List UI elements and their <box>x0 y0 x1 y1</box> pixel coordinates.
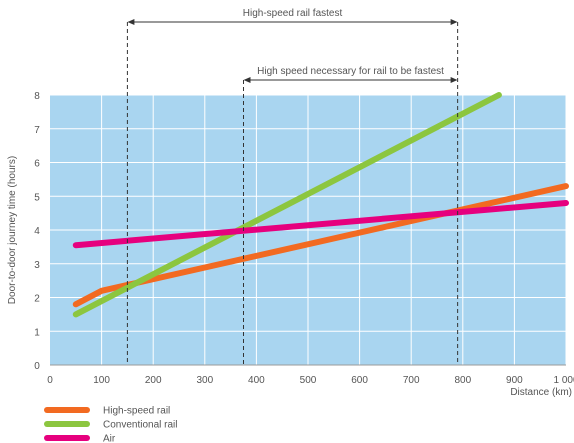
series-line <box>72 92 502 318</box>
x-tick-labels: 0 100 200 300 400 500 600 700 800 900 1 000 <box>47 375 574 386</box>
x-tick-label: 600 <box>351 375 368 386</box>
x-tick-label: 300 <box>196 375 213 386</box>
y-tick-label: 7 <box>34 125 40 136</box>
y-tick-label: 2 <box>34 294 40 305</box>
y-tick-label: 1 <box>34 327 40 338</box>
y-tick-label: 3 <box>34 260 40 271</box>
y-axis-label: Door-to-door journey time (hours) <box>7 156 18 304</box>
x-tick-label: 100 <box>93 375 110 386</box>
y-tick-label: 8 <box>34 91 40 102</box>
y-tick-label: 0 <box>34 361 40 372</box>
x-tick-label: 1 000 <box>553 375 574 386</box>
x-tick-label: 200 <box>145 375 162 386</box>
y-tick-label: 4 <box>34 226 40 237</box>
y-tick-label: 5 <box>34 192 40 203</box>
series-lines <box>72 92 569 318</box>
legend: High-speed rail Conventional rail Air <box>44 406 178 443</box>
x-tick-label: 500 <box>300 375 317 386</box>
grid <box>50 94 567 366</box>
x-axis-label: Distance (km) <box>510 387 572 398</box>
legend-label: High-speed rail <box>103 406 170 417</box>
series-line <box>72 200 569 249</box>
annotation-label: High-speed rail fastest <box>243 8 343 19</box>
series-line <box>72 183 569 308</box>
legend-label: Conventional rail <box>103 420 178 431</box>
x-tick-label: 900 <box>506 375 523 386</box>
y-tick-labels: 0 1 2 3 4 5 6 7 8 <box>34 91 40 372</box>
x-tick-label: 0 <box>47 375 53 386</box>
y-tick-label: 6 <box>34 159 40 170</box>
legend-label: Air <box>103 434 116 443</box>
x-tick-label: 700 <box>403 375 420 386</box>
x-tick-label: 800 <box>454 375 471 386</box>
x-tick-label: 400 <box>248 375 265 386</box>
annotations: High-speed rail fastest High speed necess… <box>126 8 459 365</box>
annotation-label: High speed necessary for rail to be fast… <box>257 66 444 77</box>
